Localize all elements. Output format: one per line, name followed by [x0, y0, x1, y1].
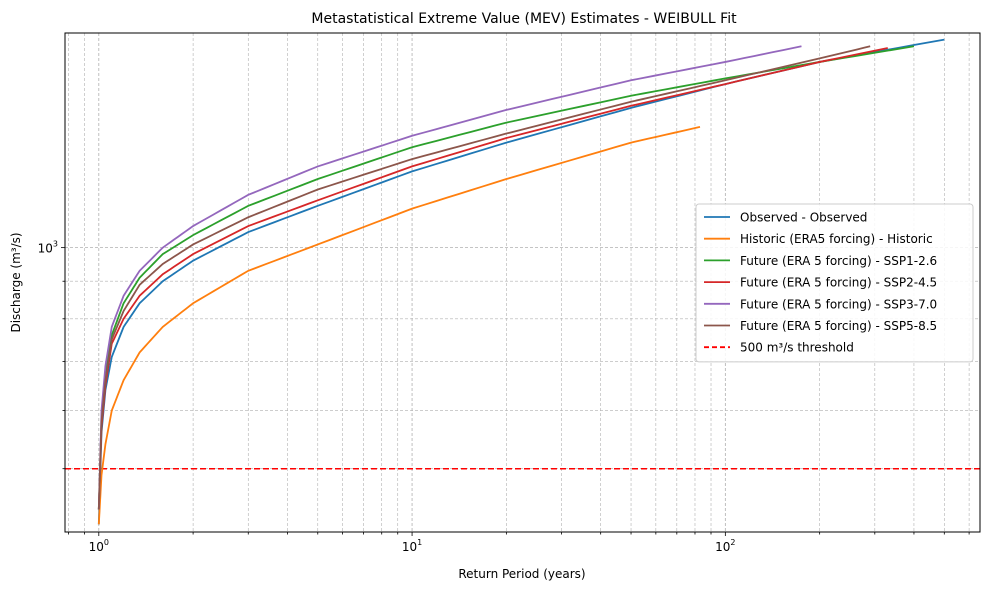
legend-label: Future (ERA 5 forcing) - SSP3-7.0 [740, 297, 937, 311]
chart-title: Metastatistical Extreme Value (MEV) Esti… [311, 11, 737, 27]
legend-label: Observed - Observed [740, 211, 867, 225]
y-axis-label: Discharge (m³/s) [9, 232, 23, 332]
legend-label: Future (ERA 5 forcing) - SSP5-8.5 [740, 319, 937, 333]
legend-label: Historic (ERA5 forcing) - Historic [740, 232, 933, 246]
series-line-5 [97, 45, 871, 510]
y-tick-label: 103 [38, 240, 58, 256]
series-line-4 [97, 45, 802, 510]
series-line-0 [97, 38, 945, 525]
x-axis-label: Return Period (years) [458, 567, 585, 581]
series-line-1 [97, 126, 701, 525]
legend-label: Future (ERA 5 forcing) - SSP2-4.5 [740, 276, 937, 290]
legend-box [695, 203, 974, 363]
legend: Observed - Observed Historic (ERA5 forcin… [695, 203, 974, 363]
tick-layer: 100 101 102 103 [38, 240, 970, 554]
legend-label: Future (ERA 5 forcing) - SSP1-2.6 [740, 254, 937, 268]
x-tick-label: 100 [89, 538, 109, 554]
plot-frame [64, 32, 981, 533]
legend-label: 500 m³/s threshold [740, 341, 854, 355]
series-layer [97, 38, 945, 525]
x-tick-label: 101 [402, 538, 422, 554]
x-tick-label: 102 [715, 538, 735, 554]
